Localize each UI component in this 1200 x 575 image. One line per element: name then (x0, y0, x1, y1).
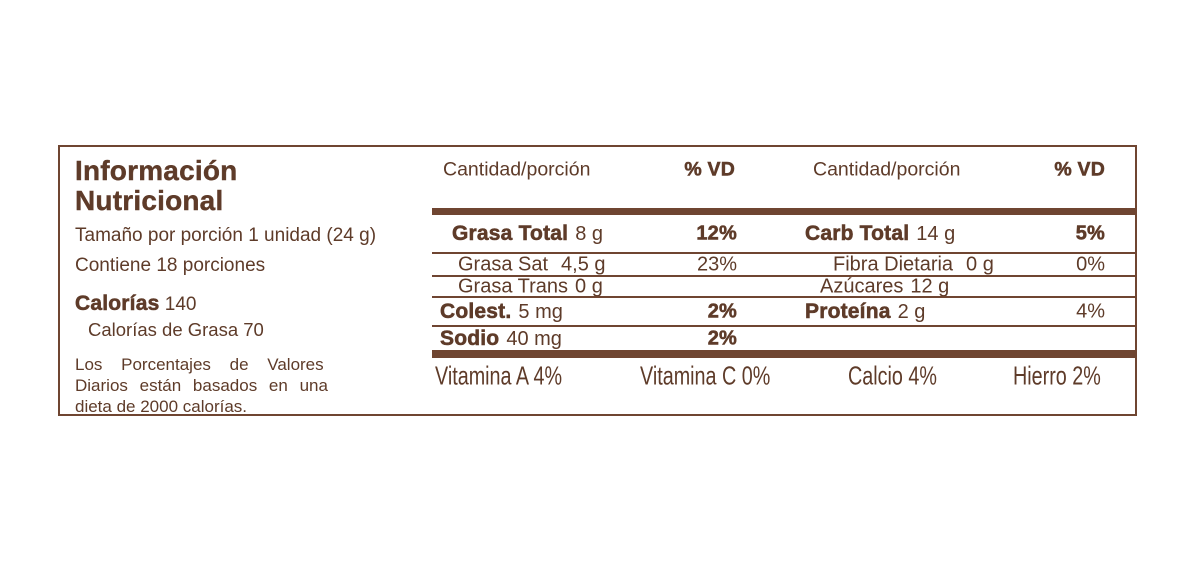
sodium-value: 40 mg (506, 327, 562, 350)
calories-value: 140 (164, 294, 197, 315)
vitamins-row: Vitamina A 4% Vitamina C 0% Calcio 4% Hi… (432, 360, 1135, 392)
protein-dv: 4% (1076, 300, 1105, 322)
sat-fat-dv: 23% (696, 253, 737, 275)
sodium-dv: 2% (707, 327, 737, 350)
table-header-row: Cantidad/porción % VD Cantidad/porción %… (432, 155, 1135, 185)
nutrition-label: Información Nutricional Tamaño por porció… (58, 145, 1137, 416)
percent-dv-header-left: % VD (684, 158, 735, 181)
protein-label: Proteína (805, 299, 891, 323)
table-row-sodium: Sodio 40 mg 2% (432, 326, 1135, 351)
calories-from-fat-text: Calorías de Grasa 70 (88, 319, 264, 340)
footnote-line2: Diarios están basados en una (75, 376, 328, 395)
total-carb-label: Carb Total (805, 221, 910, 245)
total-carb-dv: 5% (1075, 222, 1105, 245)
sodium-label: Sodio (440, 326, 500, 350)
sodium-cell: Sodio 40 mg (440, 326, 562, 351)
calories-label: Calorías (75, 292, 160, 315)
nutrient-table: Cantidad/porción % VD Cantidad/porción %… (432, 147, 1135, 414)
trans-fat-cell: Grasa Trans 0 g (458, 275, 603, 298)
thick-divider-top (432, 208, 1135, 215)
total-carb-value: 14 g (916, 222, 956, 245)
trans-fat-label: Grasa Trans (458, 275, 569, 297)
protein-cell: Proteína 2 g (805, 299, 926, 324)
vitamin-a-text: Vitamina A 4% (435, 360, 563, 391)
thin-divider-3 (432, 296, 1135, 298)
sugars-cell: Azúcares 12 g (820, 275, 949, 298)
amount-per-serving-header-right: Cantidad/porción (813, 158, 961, 181)
label-title-line2: Nutricional (75, 185, 224, 216)
thick-divider-bottom (432, 350, 1135, 358)
nutrition-left-panel: Información Nutricional Tamaño por porció… (60, 147, 432, 417)
sugars-label: Azúcares (820, 275, 904, 297)
table-row-transfat-sugars: Grasa Trans 0 g Azúcares 12 g (432, 275, 1135, 298)
sugars-value: 12 g (910, 275, 950, 297)
total-fat-value: 8 g (575, 222, 603, 245)
fiber-dv: 0% (1076, 253, 1105, 275)
label-title: Información Nutricional (75, 155, 238, 216)
sat-fat-cell: Grasa Sat 4,5 g (458, 253, 606, 276)
protein-value: 2 g (897, 300, 926, 323)
cholesterol-label: Colest. (440, 299, 512, 323)
percent-dv-header-right: % VD (1054, 158, 1105, 181)
calories-row: Calorías 140 (75, 292, 197, 316)
fiber-cell: Fibra Dietaria 0 g (833, 253, 994, 276)
table-row-total-fat-carb: Grasa Total 8 g 12% Carb Total 14 g 5% (432, 215, 1135, 252)
table-row-cholesterol-protein: Colest. 5 mg 2% Proteína 2 g 4% (432, 298, 1135, 325)
label-title-line1: Información (75, 155, 238, 186)
sat-fat-label: Grasa Sat (458, 253, 549, 275)
total-carb-cell: Carb Total 14 g (805, 221, 956, 246)
fiber-value: 0 g (966, 253, 994, 275)
total-fat-label: Grasa Total (452, 221, 569, 245)
daily-value-footnote: Los Porcentajes de Valores Diarios están … (75, 354, 337, 417)
iron-text: Hierro 2% (1013, 360, 1101, 391)
footnote-line3: dieta de 2000 calorías. (75, 397, 248, 416)
thin-divider-2 (432, 275, 1135, 277)
thin-divider-4 (432, 325, 1135, 327)
vitamin-c-text: Vitamina C 0% (640, 360, 771, 391)
footnote-line1: Los Porcentajes de Valores (75, 355, 324, 374)
serving-size-text: Tamaño por porción 1 unidad (24 g) (75, 225, 377, 246)
cholesterol-cell: Colest. 5 mg (440, 299, 563, 324)
total-fat-cell: Grasa Total 8 g (452, 221, 603, 246)
amount-per-serving-header-left: Cantidad/porción (443, 158, 591, 181)
total-fat-dv: 12% (696, 222, 737, 245)
fiber-label: Fibra Dietaria (833, 253, 954, 275)
thin-divider-1 (432, 252, 1135, 254)
calcium-text: Calcio 4% (848, 360, 937, 391)
trans-fat-value: 0 g (575, 275, 603, 297)
cholesterol-dv: 2% (707, 300, 737, 323)
servings-per-container-text: Contiene 18 porciones (75, 255, 266, 276)
sat-fat-value: 4,5 g (561, 253, 606, 275)
cholesterol-value: 5 mg (518, 300, 563, 323)
table-row-satfat-fiber: Grasa Sat 4,5 g 23% Fibra Dietaria 0 g 0% (432, 253, 1135, 276)
